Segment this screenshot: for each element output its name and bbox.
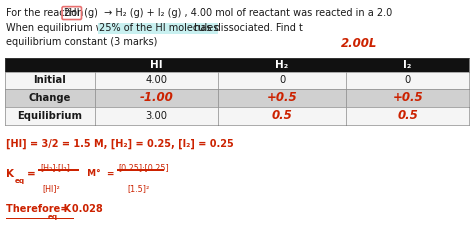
Text: Initial: Initial: [33, 75, 66, 85]
Text: +0.5: +0.5: [392, 91, 423, 104]
Text: 0: 0: [279, 75, 285, 85]
Text: [H₂]·[I₂]: [H₂]·[I₂]: [40, 163, 70, 172]
Text: eq: eq: [15, 178, 25, 184]
Text: -1.00: -1.00: [139, 91, 173, 104]
Text: 2.00L: 2.00L: [341, 37, 378, 50]
Text: eq: eq: [47, 214, 57, 220]
Text: = 0.028: = 0.028: [57, 204, 103, 214]
Text: HI: HI: [150, 60, 163, 70]
Text: [HI] = 3/2 = 1.5 M, [H₂] = 0.25, [I₂] = 0.25: [HI] = 3/2 = 1.5 M, [H₂] = 0.25, [I₂] = …: [6, 139, 233, 149]
Text: =: =: [27, 169, 40, 179]
Text: For the reaction: For the reaction: [6, 8, 86, 18]
Text: I₂: I₂: [403, 60, 412, 70]
Text: 0.5: 0.5: [397, 109, 418, 122]
Text: 3.00: 3.00: [146, 111, 167, 121]
Text: When equilibrium was attained,: When equilibrium was attained,: [6, 23, 165, 33]
Text: Therefore K: Therefore K: [6, 204, 71, 214]
Text: H₂: H₂: [275, 60, 289, 70]
Text: (g)  → H₂ (g) + I₂ (g) , 4.00 mol of reactant was reacted in a 2.0: (g) → H₂ (g) + I₂ (g) , 4.00 mol of reac…: [81, 8, 392, 18]
Text: 4.00: 4.00: [146, 75, 167, 85]
Text: [HI]²: [HI]²: [43, 184, 60, 193]
Text: Change: Change: [28, 93, 71, 103]
Text: +0.5: +0.5: [267, 91, 297, 104]
Text: [0.25]·[0.25]: [0.25]·[0.25]: [118, 163, 169, 172]
Text: equilibrium constant (3 marks): equilibrium constant (3 marks): [6, 37, 157, 47]
Text: 0.5: 0.5: [272, 109, 292, 122]
Text: 25% of the HI molecules: 25% of the HI molecules: [99, 23, 218, 33]
Text: [1.5]²: [1.5]²: [127, 184, 149, 193]
Text: M°  =: M° =: [84, 169, 118, 178]
Text: 0: 0: [404, 75, 411, 85]
Text: has dissociated. Find t: has dissociated. Find t: [191, 23, 303, 33]
Text: 2HI: 2HI: [64, 8, 80, 18]
Text: Equilibrium: Equilibrium: [17, 111, 82, 121]
Text: K: K: [6, 169, 14, 179]
